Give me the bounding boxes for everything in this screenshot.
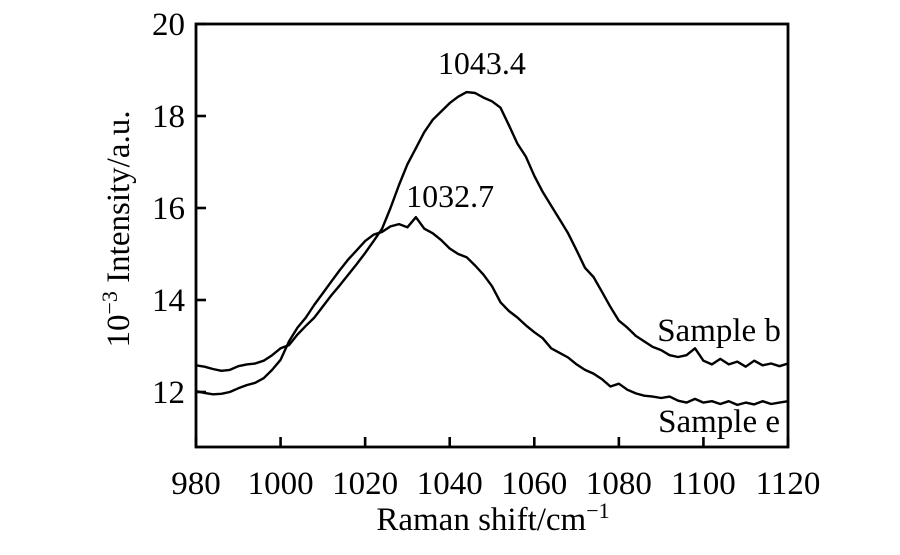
series-label: Sample b (657, 313, 781, 349)
x-tick-label: 1040 (417, 466, 483, 502)
y-tick-label: 20 (152, 7, 185, 43)
x-tick-label: 1100 (671, 466, 736, 502)
x-tick-label: 1120 (756, 466, 821, 502)
plot-border (194, 22, 790, 449)
x-tick-label: 1080 (586, 466, 652, 502)
y-tick-label: 12 (152, 375, 185, 411)
peak-annotation: 1032.7 (406, 178, 494, 214)
y-tick-label: 16 (152, 191, 185, 227)
spectrum-curve-sample-e (194, 215, 790, 407)
x-tick-label: 1060 (501, 466, 567, 502)
y-axis-title: 10−3 Intensity/a.u. (97, 111, 137, 348)
x-tick-label: 1000 (248, 466, 314, 502)
x-tick-label: 1020 (332, 466, 398, 502)
series-label: Sample e (658, 404, 780, 440)
y-tick-label: 14 (152, 283, 185, 319)
curves-group (194, 90, 790, 407)
x-tick-label: 980 (171, 466, 221, 502)
peak-annotation: 1043.4 (438, 45, 526, 81)
spectrum-curve-sample-b (194, 90, 790, 372)
axes-group (194, 22, 790, 449)
x-axis-title: Raman shift/cm−1 (376, 498, 609, 538)
text-labels-group: 980 1000 1020 1040 1060 1080 1100 1120 12 14 16 18 2… (97, 7, 820, 538)
y-tick-label: 18 (152, 99, 185, 135)
ticks-group (194, 22, 790, 447)
